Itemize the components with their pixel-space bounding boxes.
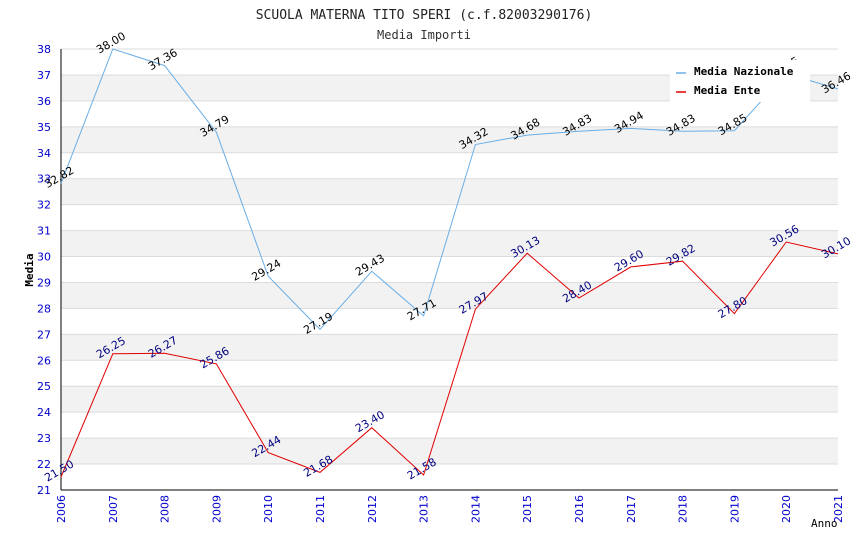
y-tick-label: 37 [37, 69, 51, 82]
y-tick-label: 35 [37, 121, 51, 134]
x-tick-label: 2007 [107, 495, 120, 523]
x-tick-label: 2013 [418, 495, 431, 523]
y-tick-label: 29 [37, 276, 51, 289]
legend-label-media-nazionale: Media Nazionale [694, 65, 794, 78]
x-tick-label: 2014 [469, 495, 482, 523]
y-tick-label: 27 [37, 328, 51, 341]
y-axis-ticks: 21 22 23 24 25 26 27 28 29 30 31 32 33 34 35 36 37 38 [37, 43, 51, 497]
series-line-media-ente [60, 241, 839, 478]
x-tick-label: 2011 [314, 495, 327, 523]
grid-band [61, 230, 838, 257]
y-tick-label: 21 [37, 484, 51, 497]
x-tick-label: 2020 [780, 495, 793, 523]
y-tick-label: 31 [37, 225, 51, 238]
grid-band [61, 178, 838, 205]
x-tick-label: 2018 [677, 495, 690, 523]
x-tick-label: 2016 [573, 495, 586, 523]
x-tick-label: 2019 [728, 495, 741, 523]
x-tick-label: 2010 [262, 495, 275, 523]
y-tick-label: 26 [37, 354, 51, 367]
y-tick-label: 33 [37, 173, 51, 186]
data-label: 27.19 [301, 310, 335, 337]
y-tick-label: 32 [37, 199, 51, 212]
grid-band [61, 386, 838, 413]
x-tick-label: 2015 [521, 495, 534, 523]
grid-band [61, 334, 838, 361]
y-tick-label: 24 [37, 406, 51, 419]
y-tick-label: 36 [37, 95, 51, 108]
series-line-media-nazionale [60, 48, 839, 331]
y-tick-label: 25 [37, 380, 51, 393]
x-tick-label: 2021 [832, 495, 845, 523]
grid-band [61, 438, 838, 465]
y-tick-label: 22 [37, 458, 51, 471]
data-label: 37.36 [146, 46, 180, 73]
x-axis-ticks: 2006 2007 2008 2009 2010 2011 2012 2013 2014 2015… [55, 495, 845, 523]
y-tick-label: 34 [37, 147, 51, 160]
y-tick-label: 28 [37, 302, 51, 315]
axes [60, 49, 838, 491]
legend: Media Nazionale Media Ente [670, 60, 810, 102]
grid-band [61, 282, 838, 309]
legend-box [670, 60, 810, 102]
x-tick-label: 2008 [159, 495, 172, 523]
y-tick-label: 30 [37, 251, 51, 264]
plot-background [61, 48, 838, 491]
x-tick-label: 2006 [55, 495, 68, 523]
x-tick-label: 2017 [625, 495, 638, 523]
y-tick-label: 38 [37, 43, 51, 56]
x-axis-label: Anno [811, 517, 838, 530]
chart-subtitle: Media Importi [377, 28, 471, 42]
chart-title: SCUOLA MATERNA TITO SPERI (c.f.820032901… [256, 8, 593, 23]
data-label: 29.24 [250, 257, 284, 284]
x-tick-label: 2012 [366, 495, 379, 523]
y-tick-label: 23 [37, 432, 51, 445]
y-axis-label: Media [23, 253, 36, 286]
legend-label-media-ente: Media Ente [694, 84, 761, 97]
x-tick-label: 2009 [210, 495, 223, 523]
